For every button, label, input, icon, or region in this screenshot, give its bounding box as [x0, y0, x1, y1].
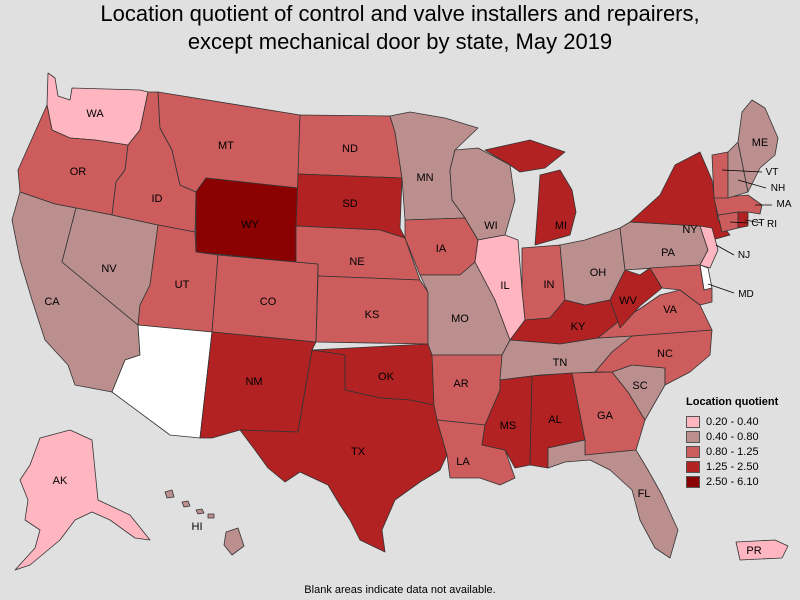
state-nc[interactable] [594, 329, 713, 386]
label-ok: OK [378, 371, 395, 383]
label-wv: WV [619, 295, 637, 307]
label-pr: PR [746, 545, 761, 557]
label-wa: WA [86, 108, 104, 120]
label-ks: KS [365, 309, 380, 321]
state-hi[interactable] [164, 489, 245, 556]
label-ny: NY [682, 224, 698, 236]
legend-item: 0.80 - 1.25 [686, 444, 796, 459]
legend-item: 2.50 - 6.10 [686, 474, 796, 489]
legend-rows: 0.20 - 0.40 0.40 - 0.80 0.80 - 1.25 1.25 - … [686, 414, 796, 489]
label-hi: HI [192, 521, 203, 533]
label-al: AL [548, 414, 561, 426]
footnote: Blank areas indicate data not available. [304, 584, 496, 596]
label-mn: MN [416, 172, 433, 184]
state-mi[interactable] [484, 139, 577, 246]
label-mi: MI [555, 220, 567, 232]
map-title-line-2: except mechanical door by state, May 201… [187, 29, 613, 54]
label-wi: WI [484, 220, 497, 232]
label-ne: NE [349, 256, 364, 268]
label-ga: GA [597, 410, 614, 422]
label-ca: CA [44, 296, 60, 308]
legend-swatch [686, 430, 700, 443]
label-ak: AK [53, 475, 68, 487]
label-md: MD [738, 289, 754, 300]
label-ri: RI [767, 219, 777, 230]
label-mo: MO [451, 313, 469, 325]
label-nh: NH [771, 183, 785, 194]
legend: Location quotient 0.20 - 0.40 0.40 - 0.80… [686, 396, 796, 489]
label-co: CO [260, 296, 277, 308]
label-in: IN [544, 279, 555, 291]
label-ma: MA [777, 199, 792, 210]
state-ak[interactable] [14, 429, 151, 571]
label-id: ID [152, 193, 163, 205]
label-ky: KY [571, 321, 586, 333]
legend-swatch [686, 415, 700, 428]
legend-label: 0.80 - 1.25 [706, 445, 759, 458]
legend-swatch [686, 475, 700, 488]
legend-swatch [686, 445, 700, 458]
state-fl[interactable] [547, 439, 679, 559]
label-me: ME [752, 137, 769, 149]
label-nv: NV [101, 263, 117, 275]
label-mt: MT [218, 140, 234, 152]
label-nj: NJ [738, 250, 750, 261]
label-fl: FL [638, 488, 651, 500]
label-va: VA [663, 304, 678, 316]
label-sd: SD [342, 198, 357, 210]
label-il: IL [500, 280, 509, 292]
label-tx: TX [351, 446, 366, 458]
state-ma[interactable] [713, 194, 763, 216]
legend-item: 0.20 - 0.40 [686, 414, 796, 429]
label-nc: NC [657, 348, 673, 360]
state-tx[interactable] [239, 349, 448, 553]
label-nm: NM [245, 376, 262, 388]
map-title-line-1: Location quotient of control and valve i… [100, 1, 700, 26]
leader-lines [707, 169, 772, 294]
label-ct: CT [751, 218, 764, 229]
state-wy[interactable] [195, 177, 299, 263]
legend-label: 2.50 - 6.10 [706, 475, 759, 488]
state-pr[interactable] [735, 539, 789, 561]
legend-swatch [686, 460, 700, 473]
label-nd: ND [342, 143, 358, 155]
label-ia: IA [436, 243, 447, 255]
state-labels: WA OR CA NV ID MT WY UT CO NM ND SD NE K… [44, 108, 791, 557]
label-sc: SC [632, 380, 647, 392]
state-vt[interactable] [711, 151, 729, 199]
legend-item: 1.25 - 2.50 [686, 459, 796, 474]
legend-label: 0.40 - 0.80 [706, 430, 759, 443]
label-wy: WY [241, 219, 259, 231]
legend-item: 0.40 - 0.80 [686, 429, 796, 444]
label-or: OR [70, 166, 87, 178]
state-md[interactable] [649, 264, 713, 306]
legend-label: 1.25 - 2.50 [706, 460, 759, 473]
label-pa: PA [661, 247, 676, 259]
label-ar: AR [453, 378, 468, 390]
label-ut: UT [175, 279, 190, 291]
legend-label: 0.20 - 0.40 [706, 415, 759, 428]
label-tn: TN [553, 357, 568, 369]
state-nj[interactable] [699, 225, 719, 269]
label-oh: OH [590, 267, 607, 279]
label-ms: MS [500, 420, 517, 432]
label-la: LA [456, 456, 470, 468]
label-vt: VT [766, 167, 779, 178]
legend-title: Location quotient [686, 396, 779, 408]
map-title: Location quotient of control and valve i… [0, 0, 800, 56]
